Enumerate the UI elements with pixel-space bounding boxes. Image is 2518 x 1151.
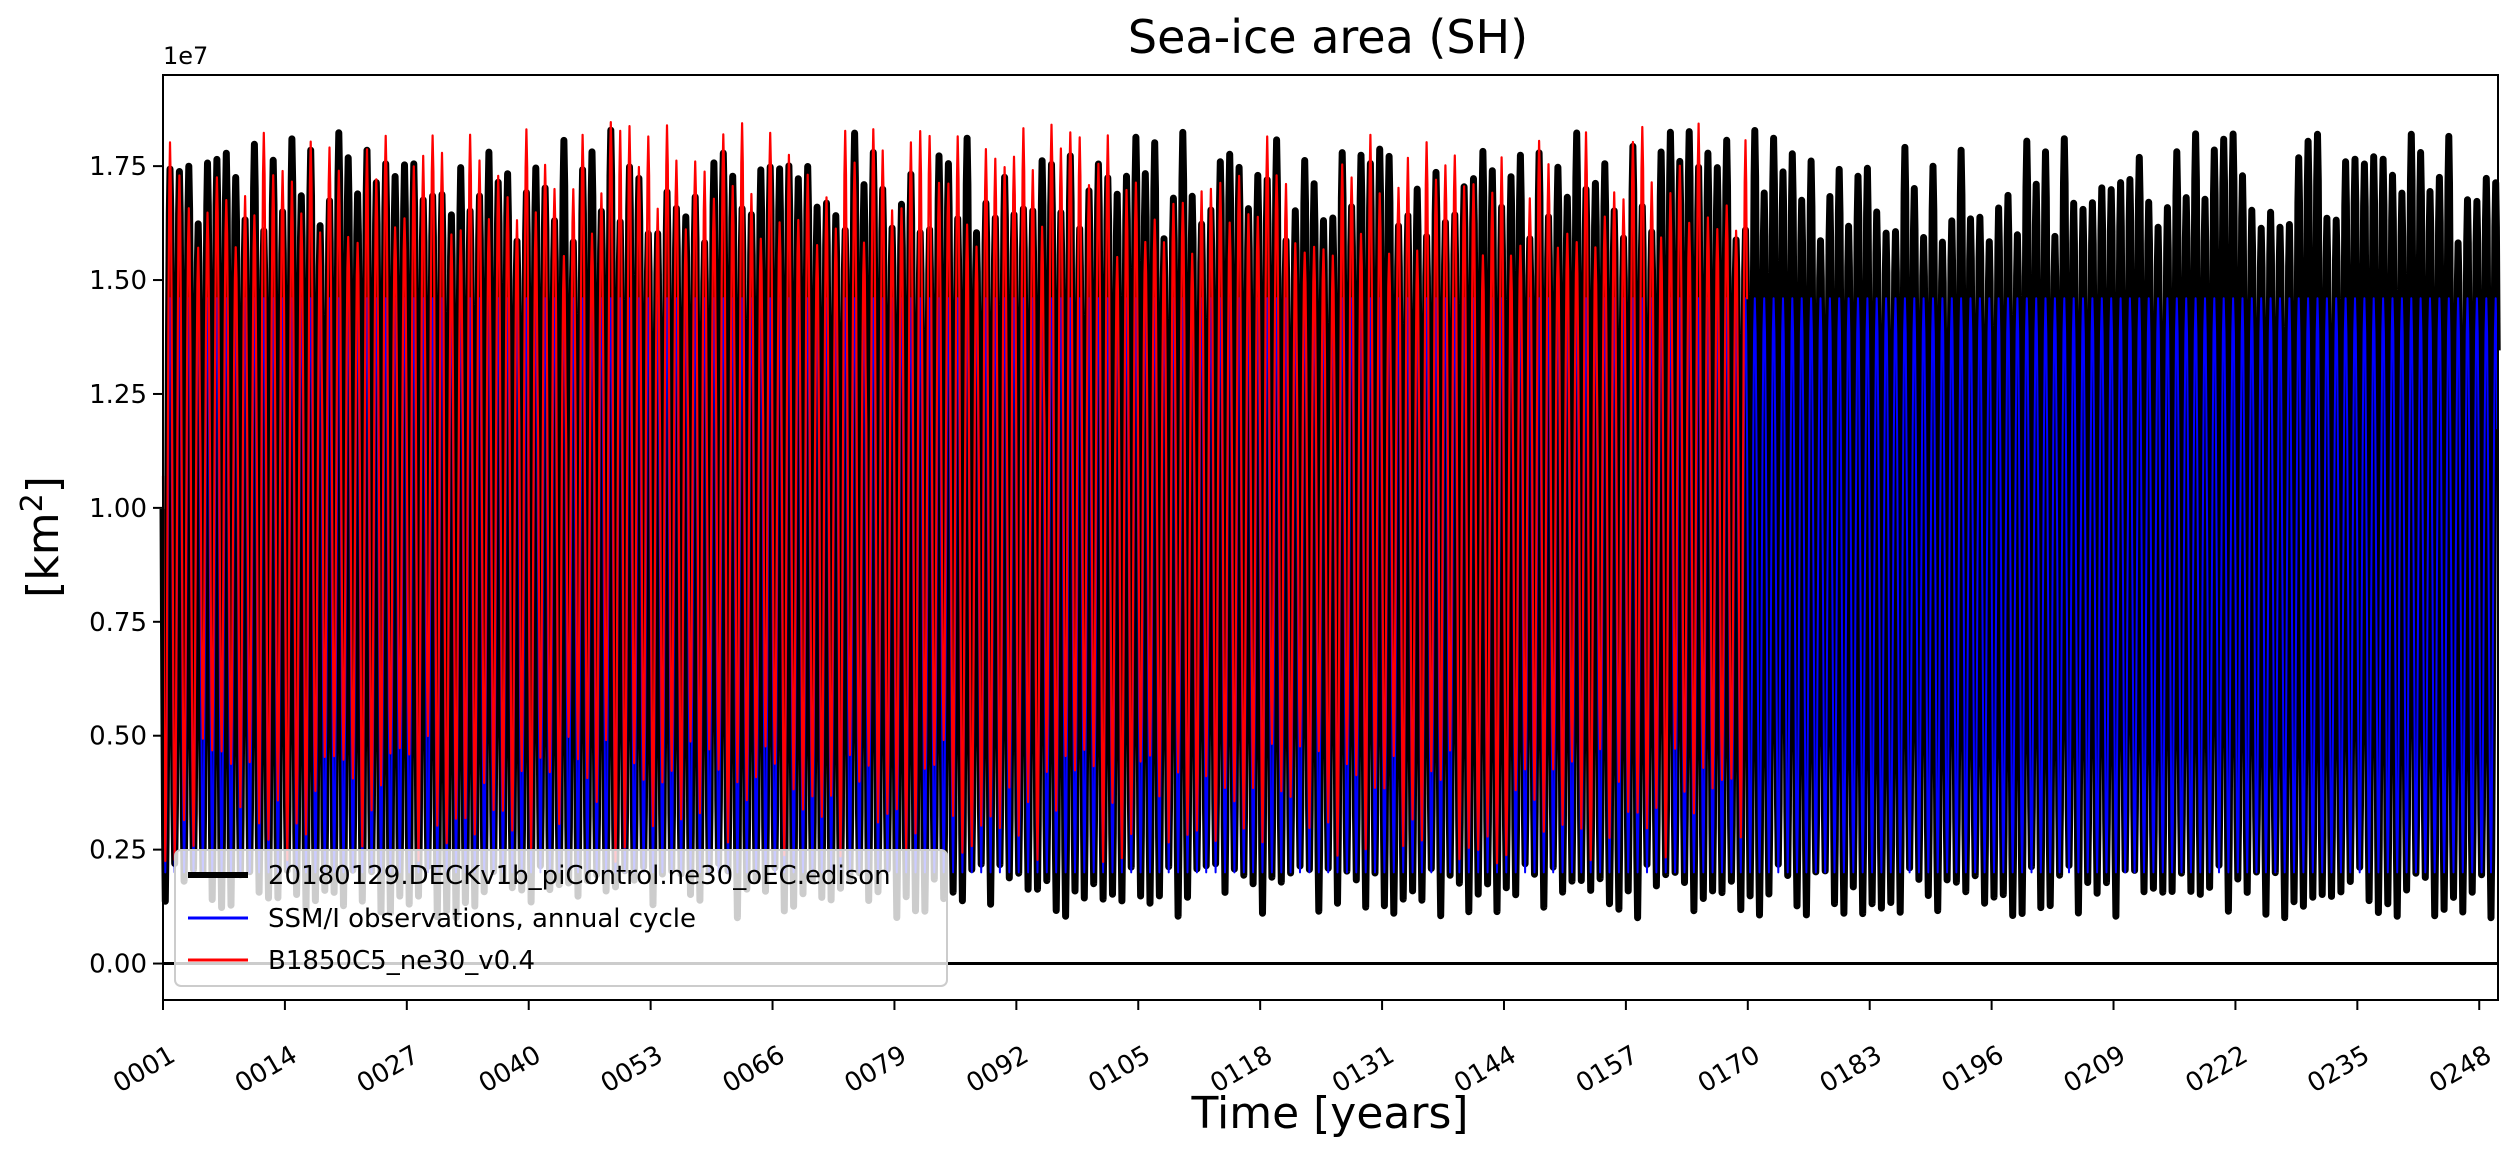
legend-label-ssmi: SSM/I observations, annual cycle xyxy=(268,904,696,934)
y-offset-label: 1e7 xyxy=(163,42,208,70)
legend-box xyxy=(174,849,948,987)
legend-label-B1850C5: B1850C5_ne30_v0.4 xyxy=(268,946,535,976)
plot-frame xyxy=(162,74,2499,1001)
y-tick-label: 1.75 xyxy=(89,152,147,182)
y-axis: 0.00 0.25 0.50 0.75 1.00 1.25 1.50 1.75 xyxy=(89,152,163,980)
legend: 20180129.DECKv1b_piControl.ne30_oEC.edis… xyxy=(174,849,948,987)
legend-label-piControl: 20180129.DECKv1b_piControl.ne30_oEC.edis… xyxy=(268,861,891,891)
y-axis-label-base: [km xyxy=(18,512,69,598)
y-tick-label: 0.25 xyxy=(89,836,147,866)
y-tick-label: 1.50 xyxy=(89,266,147,296)
x-axis-label: Time [years] xyxy=(1190,1088,1468,1139)
y-axis-label-superscript: 2 xyxy=(15,493,50,512)
y-tick-label: 1.25 xyxy=(89,380,147,410)
series-B1850C5-path xyxy=(161,120,1749,865)
y-tick-label: 1.00 xyxy=(89,494,147,524)
y-axis-label: [km2] xyxy=(15,476,69,598)
series-B1850C5-line xyxy=(161,120,1749,865)
y-tick-label: 0.75 xyxy=(89,608,147,638)
y-axis-label-end: ] xyxy=(18,476,69,493)
y-tick-label: 0.00 xyxy=(89,950,147,980)
chart-title: Sea-ice area (SH) xyxy=(1128,10,1528,64)
y-tick-label: 0.50 xyxy=(89,722,147,752)
